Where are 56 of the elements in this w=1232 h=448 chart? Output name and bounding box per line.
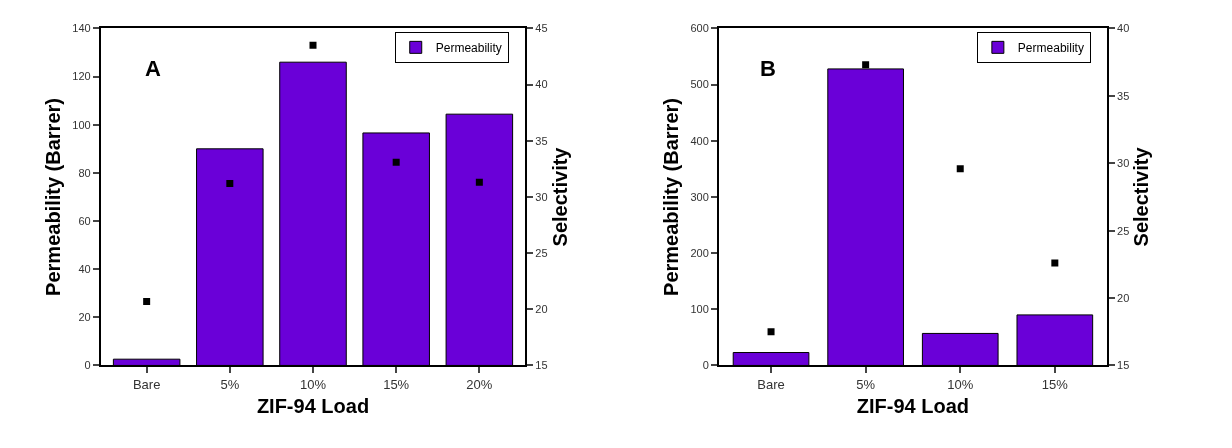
y2-tick-label: 20 bbox=[535, 303, 548, 316]
x-axis-title: ZIF-94 Load bbox=[856, 395, 970, 418]
x-tick-label: 15% bbox=[383, 377, 410, 393]
y2-tick-label: 25 bbox=[535, 246, 548, 259]
y-tick-label: 40 bbox=[78, 263, 91, 276]
legend-label: Permeability bbox=[435, 41, 502, 56]
y-tick-label: 0 bbox=[84, 359, 91, 372]
x-tick-label: 5% bbox=[220, 377, 240, 393]
annotation: A bbox=[145, 56, 161, 81]
x-tick-label: 5% bbox=[856, 377, 876, 393]
point bbox=[862, 61, 870, 69]
y2-tick-label: 45 bbox=[535, 22, 548, 35]
point bbox=[767, 328, 775, 336]
x-tick-label: 10% bbox=[299, 377, 327, 393]
y-tick-label: 140 bbox=[72, 22, 91, 35]
x-tick-label: 10% bbox=[947, 377, 974, 393]
point bbox=[143, 297, 151, 305]
point bbox=[392, 158, 400, 166]
y-tick-label: 500 bbox=[690, 78, 709, 91]
y2-tick-label: 15 bbox=[535, 359, 548, 372]
annotation: B bbox=[760, 56, 776, 81]
y-tick-label: 120 bbox=[72, 70, 91, 83]
x-tick-label: 20% bbox=[466, 377, 493, 393]
point bbox=[956, 165, 964, 173]
point bbox=[309, 41, 317, 49]
y-tick-label: 100 bbox=[72, 118, 91, 131]
y2-axis-title: Selectivity bbox=[1130, 146, 1153, 247]
y-tick-label: 20 bbox=[78, 311, 91, 324]
y-axis-title: Permeability (Barrer) bbox=[660, 98, 683, 296]
x-tick-label: Bare bbox=[132, 377, 161, 393]
y-tick-label: 100 bbox=[690, 303, 709, 316]
y2-axis-title: Selectivity bbox=[548, 146, 571, 247]
point bbox=[475, 178, 483, 186]
point bbox=[226, 179, 234, 187]
y2-tick-label: 20 bbox=[1117, 291, 1130, 304]
y2-tick-label: 40 bbox=[535, 78, 548, 91]
y2-tick-label: 30 bbox=[1117, 157, 1130, 170]
y2-tick-label: 40 bbox=[1117, 22, 1130, 35]
x-axis-title: ZIF-94 Load bbox=[256, 395, 370, 418]
y2-tick-label: 35 bbox=[535, 134, 548, 147]
x-tick-label: Bare bbox=[757, 377, 785, 393]
y2-tick-label: 30 bbox=[535, 190, 548, 203]
y-tick-label: 300 bbox=[690, 190, 709, 203]
y-tick-label: 600 bbox=[690, 22, 709, 35]
y2-tick-label: 15 bbox=[1117, 359, 1130, 372]
legend-label: Permeability bbox=[1017, 41, 1084, 56]
y-tick-label: 400 bbox=[690, 134, 709, 147]
y-tick-label: 80 bbox=[78, 166, 91, 179]
point bbox=[1051, 259, 1059, 267]
y2-tick-label: 35 bbox=[1117, 89, 1130, 102]
x-tick-label: 15% bbox=[1041, 377, 1069, 393]
y2-tick-label: 25 bbox=[1117, 224, 1130, 237]
y-tick-label: 200 bbox=[690, 246, 709, 259]
y-tick-label: 0 bbox=[702, 359, 709, 372]
y-axis-title: Permeability (Barrer) bbox=[42, 98, 65, 296]
y-tick-label: 60 bbox=[78, 214, 91, 227]
